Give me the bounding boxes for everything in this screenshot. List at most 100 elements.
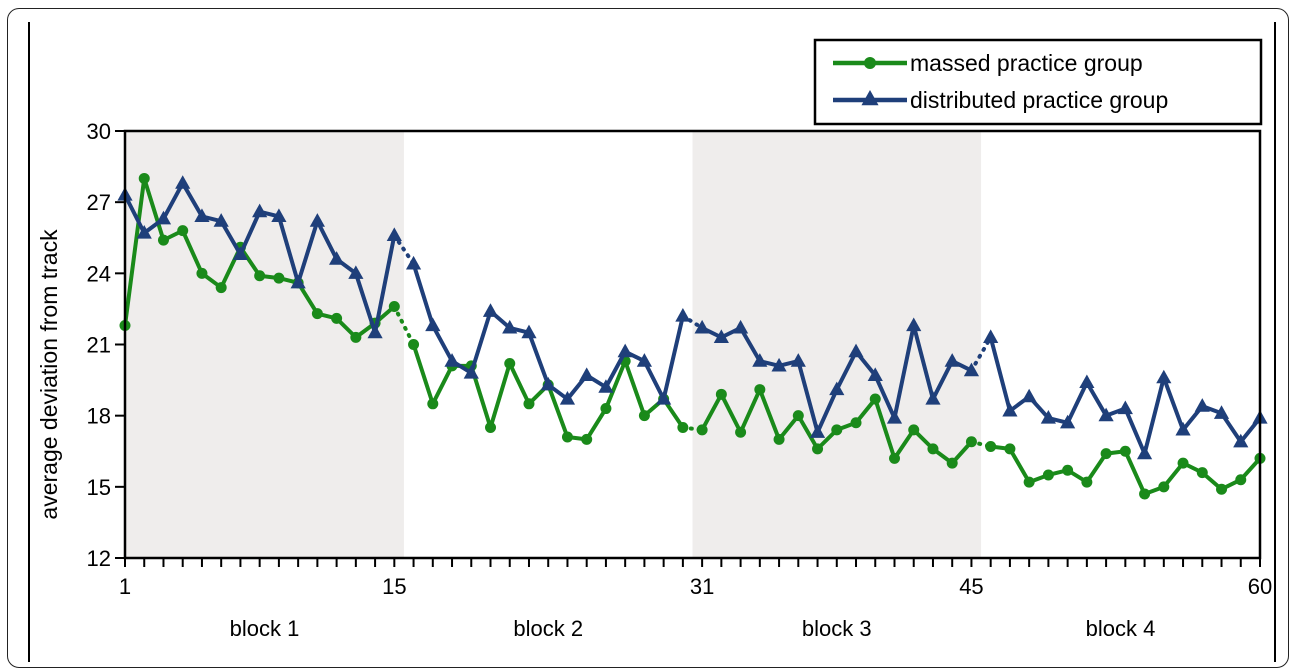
y-tick-label-27: 27 [87, 190, 111, 215]
line-chart: block 1 block 2 block 3 block 4 12 15 18 21 24 27… [36, 38, 1273, 641]
series-0-segment-47 [1007, 446, 1032, 485]
legend: massed practice group distributed practic… [813, 38, 1263, 126]
series-1-segment-40 [873, 373, 897, 421]
series-1-point-6 [213, 213, 229, 227]
series-1-segment-28 [642, 359, 666, 402]
series-0-point-45 [965, 436, 977, 448]
series-0-segment-1 [123, 176, 147, 328]
series-0-segment-33 [738, 387, 762, 435]
series-0-point-30 [677, 422, 689, 434]
series-distributed [117, 175, 1268, 460]
series-1-point-33 [732, 319, 749, 334]
series-0-segment-23 [546, 382, 570, 440]
x-tick-label-31: 31 [690, 574, 714, 599]
series-0-point-25 [581, 433, 593, 445]
series-1-point-16 [405, 255, 422, 270]
series-1-point-5 [194, 208, 210, 222]
series-0-point-43 [927, 443, 939, 455]
series-0-point-11 [311, 308, 323, 320]
series-1-point-46 [983, 329, 999, 343]
series-0-segment-2 [142, 176, 166, 243]
block-shading-layer [125, 131, 982, 558]
series-1-point-3 [155, 210, 172, 225]
x-tick-label-60: 60 [1248, 574, 1272, 599]
axes-layer: block 1 block 2 block 3 block 4 12 15 18 21 24 27… [87, 119, 1273, 641]
series-1-segment-46 [988, 335, 1012, 413]
series-0-point-9 [273, 272, 285, 284]
series-0-point-50 [1062, 464, 1074, 476]
series-0-point-6 [215, 282, 227, 294]
series-1-point-49 [1040, 410, 1056, 424]
series-0-segment-27 [623, 359, 647, 418]
series-1-point-39 [848, 343, 864, 358]
x-tick-label-15: 15 [382, 574, 406, 599]
series-1-point-47 [1002, 402, 1018, 417]
series-1-point-30 [675, 308, 691, 322]
series-0-point-2 [138, 172, 150, 184]
series-1-segment-38 [834, 349, 859, 392]
series-0-point-32 [715, 388, 727, 400]
legend-items: massed practice group distributed practic… [833, 50, 1168, 113]
y-tick-label-30: 30 [87, 119, 111, 144]
series-1-point-27 [617, 343, 633, 358]
series-0-point-34 [754, 384, 766, 396]
series-1-segment-10 [296, 219, 320, 285]
series-0-segment-17 [430, 363, 455, 406]
series-layer [117, 172, 1268, 500]
series-1-point-44 [944, 353, 960, 367]
series-1-point-22 [521, 324, 537, 339]
series-0-point-54 [1139, 488, 1151, 500]
series-1-segment-41 [892, 323, 916, 421]
series-1-point-43 [925, 391, 941, 405]
series-1-segment-55 [1161, 375, 1186, 432]
series-0-point-17 [427, 398, 439, 410]
series-1-segment-17 [430, 323, 455, 364]
series-1-point-50 [1060, 414, 1076, 429]
series-0-point-49 [1042, 469, 1054, 481]
series-1-point-20 [482, 303, 499, 317]
series-0-point-53 [1119, 445, 1131, 457]
series-1-segment-19 [469, 309, 493, 375]
series-1-point-51 [1079, 374, 1095, 389]
series-0-point-38 [831, 424, 843, 436]
series-1-point-7 [232, 246, 249, 260]
series-1-segment-14 [373, 233, 397, 335]
series-0-point-48 [1023, 476, 1035, 488]
series-0-segment-34 [757, 387, 782, 442]
series-0-point-16 [408, 339, 420, 350]
series-1-point-58 [1213, 405, 1230, 419]
series-1-point-40 [867, 367, 883, 381]
series-0-point-31 [696, 424, 708, 436]
series-1-point-18 [444, 353, 460, 367]
series-0-point-36 [792, 410, 804, 422]
series-1-point-23 [540, 376, 556, 391]
series-0-point-40 [869, 393, 881, 405]
series-1-segment-22 [526, 330, 551, 387]
series-1-point-2 [136, 225, 152, 239]
y-tick-label-12: 12 [87, 546, 111, 571]
series-1-segment-11 [315, 219, 339, 262]
y-axis-title: average deviation from track [36, 229, 62, 520]
series-1-point-25 [579, 367, 595, 381]
series-0-segment-51 [1084, 451, 1109, 485]
series-1-point-42 [906, 317, 922, 332]
block-shading-3 [692, 131, 982, 558]
series-1-segment-50 [1065, 380, 1089, 425]
y-tick-label-24: 24 [87, 261, 111, 286]
series-1-segment-15 [392, 233, 416, 266]
figure-panel [28, 22, 1276, 662]
series-0-point-47 [1004, 443, 1016, 455]
series-1-point-37 [809, 424, 826, 438]
series-1-segment-42 [911, 323, 935, 402]
series-1-point-56 [1175, 421, 1191, 436]
series-0-point-20 [485, 422, 497, 434]
series-1-point-13 [348, 265, 364, 279]
series-0-point-57 [1196, 467, 1208, 479]
series-1-point-9 [271, 208, 287, 222]
series-0-segment-21 [507, 361, 531, 406]
series-1-point-12 [329, 251, 345, 265]
series-1-point-8 [252, 203, 268, 218]
series-1-segment-43 [930, 359, 955, 402]
series-1-point-52 [1098, 407, 1114, 422]
series-0-point-22 [523, 398, 535, 410]
